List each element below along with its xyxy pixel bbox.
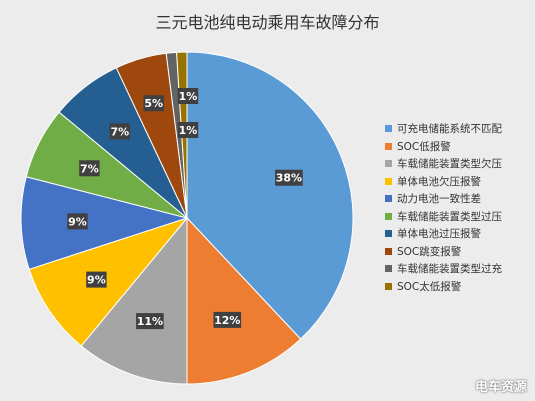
pie-slice-1 bbox=[186, 216, 302, 385]
data-label-text-9: 1% bbox=[179, 90, 198, 103]
legend-item-1: SOC低报警 bbox=[385, 138, 502, 156]
legend-swatch-2 bbox=[385, 160, 392, 168]
data-label-8: 1% bbox=[177, 122, 199, 138]
data-label-text-7: 5% bbox=[144, 97, 163, 110]
legend-label-7: SOC跳变报警 bbox=[397, 245, 462, 258]
legend-item-2: 车载储能装置类型欠压 bbox=[385, 155, 502, 173]
data-label-box-7 bbox=[143, 95, 164, 112]
legend-label-0: 可充电储能系统不匹配 bbox=[397, 123, 502, 136]
data-label-text-8: 1% bbox=[179, 124, 198, 137]
legend-label-8: 车载储能装置类型过充 bbox=[397, 263, 502, 276]
data-label-5: 7% bbox=[79, 160, 100, 177]
data-label-box-5 bbox=[79, 160, 100, 177]
legend-item-0: 可充电储能系统不匹配 bbox=[385, 120, 502, 138]
pie-slice-0 bbox=[186, 51, 354, 340]
data-label-text-4: 9% bbox=[68, 215, 87, 228]
legend-label-3: 单体电池欠压报警 bbox=[397, 175, 481, 188]
data-label-text-6: 7% bbox=[110, 125, 129, 138]
legend-swatch-9 bbox=[385, 282, 392, 290]
data-label-box-9 bbox=[177, 88, 199, 104]
legend-label-6: 单体电池过压报警 bbox=[397, 228, 481, 241]
legend-swatch-7 bbox=[385, 247, 392, 255]
data-label-7: 5% bbox=[143, 95, 164, 112]
legend-item-7: SOC跳变报警 bbox=[385, 243, 502, 261]
legend-item-5: 车载储能装置类型过压 bbox=[385, 208, 502, 226]
pie-slice-2 bbox=[80, 216, 188, 385]
data-label-0: 38% bbox=[275, 169, 303, 186]
data-label-6: 7% bbox=[109, 123, 130, 140]
data-label-2: 11% bbox=[136, 313, 164, 330]
chart-legend: 可充电储能系统不匹配 SOC低报警车载储能装置类型欠压 单体电池欠压报警 动力电池一致… bbox=[385, 120, 502, 295]
legend-swatch-1 bbox=[385, 142, 392, 150]
legend-swatch-3 bbox=[385, 177, 392, 185]
legend-swatch-0 bbox=[385, 125, 392, 133]
legend-item-8: 车载储能装置类型过充 bbox=[385, 260, 502, 278]
data-label-box-6 bbox=[109, 123, 130, 140]
data-label-text-1: 12% bbox=[214, 314, 240, 327]
data-label-box-3 bbox=[86, 271, 107, 288]
legend-label-1: SOC低报警 bbox=[397, 140, 451, 153]
watermark-text: 电车资源 bbox=[474, 380, 527, 395]
legend-label-2: 车载储能装置类型欠压 bbox=[397, 158, 502, 171]
data-label-box-4 bbox=[67, 213, 88, 230]
data-label-text-5: 7% bbox=[80, 162, 99, 175]
data-label-box-0 bbox=[275, 169, 303, 186]
data-label-9: 1% bbox=[177, 88, 199, 104]
data-label-box-8 bbox=[177, 122, 199, 138]
legend-label-4: 动力电池一致性差 bbox=[397, 193, 481, 206]
legend-label-5: 车载储能装置类型过压 bbox=[397, 210, 502, 223]
data-label-3: 9% bbox=[86, 271, 107, 288]
pie-slice-4 bbox=[20, 176, 189, 270]
legend-swatch-6 bbox=[385, 230, 392, 238]
legend-item-6: 单体电池过压报警 bbox=[385, 225, 502, 243]
data-label-1: 12% bbox=[213, 311, 242, 328]
data-label-box-1 bbox=[213, 311, 242, 328]
chart-title: 三元电池纯电动乘用车故障分布 bbox=[155, 13, 380, 32]
legend-item-4: 动力电池一致性差 bbox=[385, 190, 502, 208]
legend-item-3: 单体电池欠压报警 bbox=[385, 173, 502, 191]
data-label-box-2 bbox=[136, 313, 164, 330]
legend-label-9: SOC太低报警 bbox=[397, 280, 462, 293]
data-label-text-0: 38% bbox=[276, 172, 302, 185]
legend-swatch-5 bbox=[385, 212, 392, 220]
pie-slice-3 bbox=[28, 216, 189, 347]
data-label-text-3: 9% bbox=[87, 274, 106, 287]
legend-swatch-4 bbox=[385, 195, 392, 203]
data-label-text-2: 11% bbox=[137, 315, 163, 328]
legend-swatch-8 bbox=[385, 265, 392, 273]
legend-item-9: SOC太低报警 bbox=[385, 278, 502, 296]
data-label-4: 9% bbox=[67, 213, 88, 230]
